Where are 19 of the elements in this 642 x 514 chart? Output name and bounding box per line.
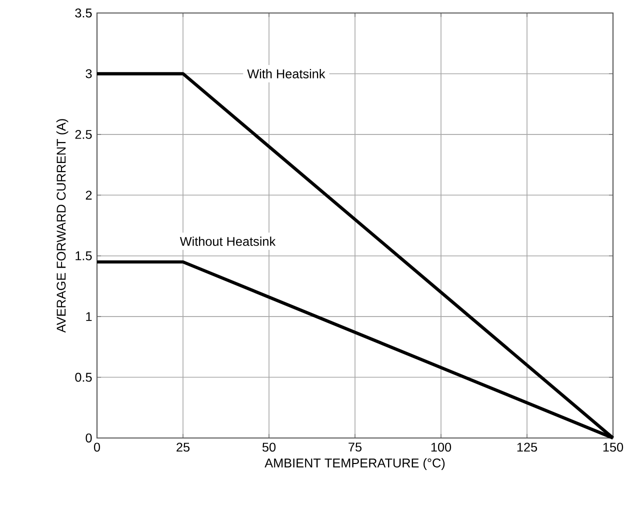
y-tick-label: 3 (86, 69, 92, 78)
x-tick-label: 75 (348, 442, 362, 452)
y-tick-label: 0 (86, 434, 92, 442)
y-tick-label: 2 (86, 190, 92, 200)
y-tick-label: 0.5 (75, 372, 92, 382)
x-tick-label: 0 (94, 442, 100, 452)
series-label: Without Heatsink (180, 236, 276, 246)
y-tick-label: 1 (86, 312, 92, 321)
y-tick-label: 3.5 (75, 8, 92, 18)
x-tick-label: 100 (431, 442, 452, 452)
y-tick-label: 2.5 (75, 130, 92, 139)
x-tick-label: 150 (603, 442, 624, 452)
x-axis-title: AMBIENT TEMPERATURE (°C) (264, 458, 445, 470)
x-tick-label: 125 (517, 442, 538, 452)
x-tick-label: 50 (262, 442, 276, 452)
y-axis-title: AVERAGE FORWARD CURRENT (A) (56, 119, 68, 333)
text: With Heatsink (247, 69, 326, 78)
y-tick-label: 1.5 (76, 251, 92, 260)
x-tick-label: 25 (176, 442, 190, 452)
